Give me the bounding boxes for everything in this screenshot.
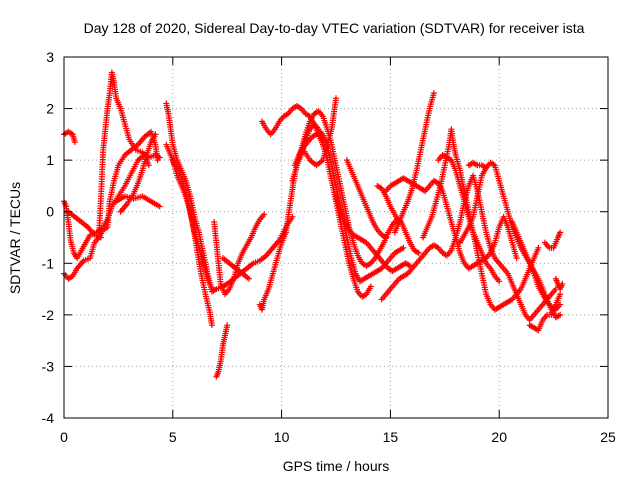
data-track	[333, 193, 413, 275]
y-tick-label: 2	[46, 101, 54, 117]
x-axis-label: GPS time / hours	[283, 458, 390, 474]
plot-frame	[63, 56, 609, 419]
data-track	[211, 211, 268, 298]
y-tick-label: -3	[42, 358, 55, 374]
y-axis-label: SDTVAR / TECUs	[7, 182, 23, 294]
data-point	[383, 234, 390, 241]
x-tick-label: 10	[274, 429, 290, 445]
data-track	[343, 157, 390, 241]
data-track	[291, 128, 407, 285]
series-sdtvar	[61, 69, 566, 380]
axis-ticks: -4 -3 -2 -1 0 1 2 3 0 5 10 15 20 25	[42, 49, 616, 445]
y-tick-label: -4	[42, 410, 55, 426]
x-tick-label: 20	[491, 429, 507, 445]
data-point	[559, 280, 566, 287]
data-point	[557, 311, 564, 318]
chart-title: Day 128 of 2020, Sidereal Day-to-day VTE…	[84, 20, 585, 36]
y-tick-label: 3	[46, 49, 54, 65]
data-point	[145, 162, 152, 169]
data-point	[557, 291, 564, 298]
data-point	[261, 211, 268, 218]
y-tick-label: 1	[46, 152, 54, 168]
y-tick-label: -2	[42, 307, 55, 323]
data-track	[95, 69, 163, 241]
data-track	[465, 159, 490, 171]
data-track	[256, 121, 374, 313]
data-track	[552, 275, 566, 293]
gridlines	[64, 57, 608, 418]
data-track	[117, 131, 159, 215]
data-track	[420, 126, 542, 313]
data-point	[245, 275, 252, 282]
data-track	[541, 229, 564, 251]
data-point	[557, 229, 564, 236]
y-tick-label: 0	[46, 204, 54, 220]
data-point	[415, 249, 422, 256]
data-point	[367, 283, 374, 290]
data-point	[152, 131, 159, 138]
data-point	[535, 244, 542, 251]
x-tick-label: 0	[60, 429, 68, 445]
data-track	[391, 90, 437, 236]
data-point	[496, 278, 503, 285]
data-point	[430, 90, 437, 97]
x-tick-label: 5	[169, 429, 177, 445]
data-point	[513, 255, 520, 262]
data-point	[208, 286, 215, 293]
data-track	[300, 95, 339, 169]
data-track	[383, 175, 520, 272]
data-track	[163, 141, 215, 329]
data-track	[61, 128, 78, 146]
data-track	[259, 102, 326, 148]
data-track	[169, 157, 215, 293]
data-point	[400, 244, 407, 251]
data-point	[156, 203, 163, 210]
data-point	[208, 322, 215, 329]
data-point	[333, 95, 339, 102]
data-point	[224, 322, 231, 329]
data-track	[213, 322, 231, 380]
data-track	[219, 255, 252, 282]
data-point	[71, 139, 78, 146]
data-track	[526, 291, 564, 334]
data-point	[156, 154, 163, 161]
x-tick-label: 15	[383, 429, 399, 445]
data-point	[483, 164, 490, 171]
y-tick-label: -1	[42, 255, 55, 271]
x-tick-label: 25	[600, 429, 616, 445]
